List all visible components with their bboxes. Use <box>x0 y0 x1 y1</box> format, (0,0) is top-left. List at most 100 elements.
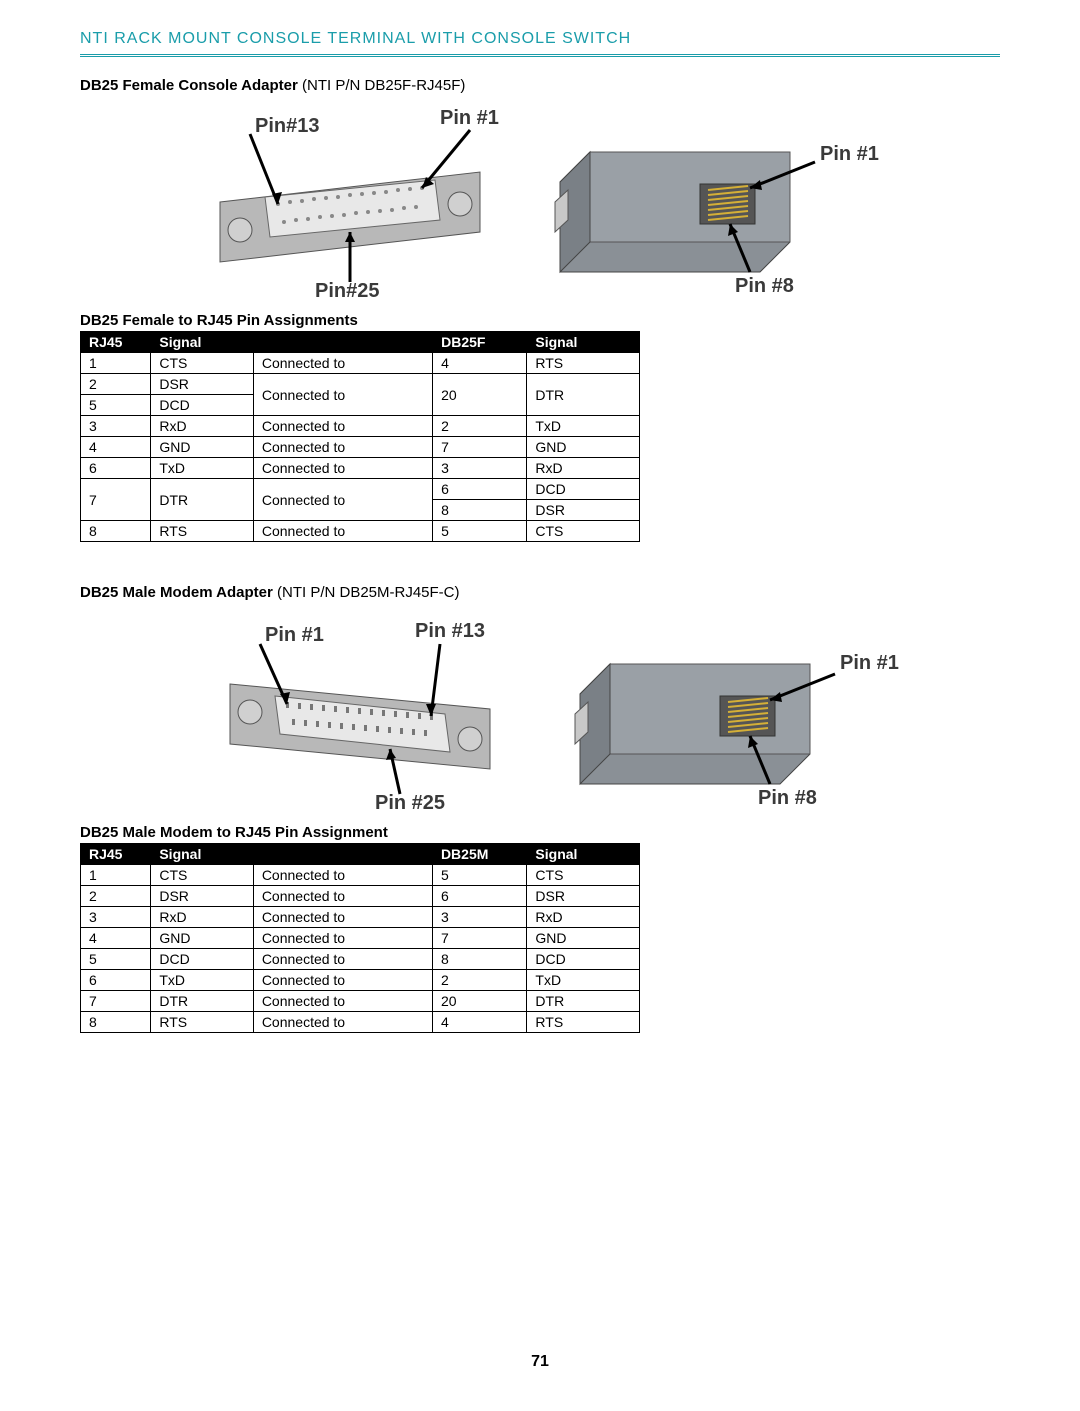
t2r4-rj45: 5 <box>81 949 151 970</box>
t2r1-db: 6 <box>432 886 526 907</box>
t2r5-conn: Connected to <box>253 970 432 991</box>
t2r6-db: 20 <box>432 991 526 1012</box>
fig2-label-pin1: Pin #1 <box>265 624 324 646</box>
fig1-label-pin1b: Pin #1 <box>820 143 879 165</box>
t1r6b-sig2: DSR <box>527 500 640 521</box>
fig1-label-pin8: Pin #8 <box>735 275 794 297</box>
fig2-label-pin8: Pin #8 <box>758 787 817 809</box>
t2r2-rj45: 3 <box>81 907 151 928</box>
t1r7-sig1: RTS <box>151 521 254 542</box>
page-header: NTI RACK MOUNT CONSOLE TERMINAL WITH CON… <box>80 30 1000 48</box>
t1r5-sig2: RxD <box>527 458 640 479</box>
t1r3-sig2: TxD <box>527 416 640 437</box>
t2r0-sig1: CTS <box>151 865 253 886</box>
t2r6-sig2: DTR <box>527 991 640 1012</box>
t2r4-db: 8 <box>432 949 526 970</box>
t1r5-rj45: 6 <box>81 458 151 479</box>
t1r6b-db: 8 <box>433 500 527 521</box>
t2r2-sig2: RxD <box>527 907 640 928</box>
t2r0-rj45: 1 <box>81 865 151 886</box>
t2r7-rj45: 8 <box>81 1012 151 1033</box>
t1r1-sig1: CTS <box>151 353 254 374</box>
t2r3-sig2: GND <box>527 928 640 949</box>
t2r1-sig1: DSR <box>151 886 253 907</box>
t1r3-sig1: RxD <box>151 416 254 437</box>
t2r4-conn: Connected to <box>253 949 432 970</box>
t2r6-rj45: 7 <box>81 991 151 1012</box>
table1-h-sig1: Signal <box>151 332 433 353</box>
t1r6-sig1: DTR <box>151 479 254 521</box>
t2r5-db: 2 <box>432 970 526 991</box>
header-rule <box>80 54 1000 57</box>
t2r7-db: 4 <box>432 1012 526 1033</box>
t2r2-sig1: RxD <box>151 907 253 928</box>
t2r5-sig1: TxD <box>151 970 253 991</box>
t1r4-rj45: 4 <box>81 437 151 458</box>
t2r0-db: 5 <box>432 865 526 886</box>
table2-h-sig1: Signal <box>151 844 433 865</box>
t2r5-sig2: TxD <box>527 970 640 991</box>
t2r6-sig1: DTR <box>151 991 253 1012</box>
t1r7-rj45: 8 <box>81 521 151 542</box>
fig1-label-pin25: Pin#25 <box>315 280 379 297</box>
fig2-label-pin25: Pin #25 <box>375 792 445 809</box>
table2-h-sig2: Signal <box>527 844 640 865</box>
t2r4-sig1: DCD <box>151 949 253 970</box>
table1-h-sig2: Signal <box>527 332 640 353</box>
t1r6-sig2: DCD <box>527 479 640 500</box>
fig1-label-pin1: Pin #1 <box>440 107 499 129</box>
table1: RJ45 Signal DB25F Signal 1 CTS Connected… <box>80 331 640 542</box>
t1r7-sig2: CTS <box>527 521 640 542</box>
t2r2-conn: Connected to <box>253 907 432 928</box>
t1r5-sig1: TxD <box>151 458 254 479</box>
t1r6-conn: Connected to <box>253 479 432 521</box>
t1r4-conn: Connected to <box>253 437 432 458</box>
section2-heading: DB25 Male Modem Adapter (NTI P/N DB25M-R… <box>80 584 1000 601</box>
t1r1-db: 4 <box>433 353 527 374</box>
t2r6-conn: Connected to <box>253 991 432 1012</box>
t2r1-conn: Connected to <box>253 886 432 907</box>
t2r3-rj45: 4 <box>81 928 151 949</box>
table2-title: DB25 Male Modem to RJ45 Pin Assignment <box>80 824 1000 841</box>
t1r3-db: 2 <box>433 416 527 437</box>
fig2-label-pin1b: Pin #1 <box>840 652 899 674</box>
t2r0-conn: Connected to <box>253 865 432 886</box>
section1-figure: Pin#13 Pin #1 Pin#25 <box>80 102 1000 302</box>
t1r2-db: 20 <box>433 374 527 416</box>
t2r1-rj45: 2 <box>81 886 151 907</box>
t1r5-db: 3 <box>433 458 527 479</box>
section2-title-reg: (NTI P/N DB25M-RJ45F-C) <box>273 584 460 601</box>
t1r1-rj45: 1 <box>81 353 151 374</box>
t2r2-db: 3 <box>432 907 526 928</box>
t1r2-sig1: DSR <box>151 374 254 395</box>
t1r2-sig2: DTR <box>527 374 640 416</box>
fig2-label-pin13: Pin #13 <box>415 620 485 642</box>
table1-h-rj45: RJ45 <box>81 332 151 353</box>
table2: RJ45 Signal DB25M Signal 1CTSConnected t… <box>80 843 640 1033</box>
t1r5-conn: Connected to <box>253 458 432 479</box>
t2r0-sig2: CTS <box>527 865 640 886</box>
table1-title: DB25 Female to RJ45 Pin Assignments <box>80 312 1000 329</box>
fig1-label-pin13: Pin#13 <box>255 115 319 137</box>
table2-h-rj45: RJ45 <box>81 844 151 865</box>
t2r4-sig2: DCD <box>527 949 640 970</box>
t1r3-rj45: 3 <box>81 416 151 437</box>
t2r5-rj45: 6 <box>81 970 151 991</box>
t1r7-conn: Connected to <box>253 521 432 542</box>
t1r3-conn: Connected to <box>253 416 432 437</box>
t1r2-conn: Connected to <box>253 374 432 416</box>
section2-title-bold: DB25 Male Modem Adapter <box>80 584 273 601</box>
t1r4-db: 7 <box>433 437 527 458</box>
t1r7-db: 5 <box>433 521 527 542</box>
page-number: 71 <box>80 1353 1000 1371</box>
t2r3-sig1: GND <box>151 928 253 949</box>
t2r3-db: 7 <box>432 928 526 949</box>
section1-title-reg: (NTI P/N DB25F-RJ45F) <box>298 77 466 94</box>
t1r2b-rj45: 5 <box>81 395 151 416</box>
t1r4-sig1: GND <box>151 437 254 458</box>
t2r7-sig1: RTS <box>151 1012 253 1033</box>
t1r4-sig2: GND <box>527 437 640 458</box>
t2r7-conn: Connected to <box>253 1012 432 1033</box>
table1-h-db: DB25F <box>433 332 527 353</box>
section1-title-bold: DB25 Female Console Adapter <box>80 77 298 94</box>
